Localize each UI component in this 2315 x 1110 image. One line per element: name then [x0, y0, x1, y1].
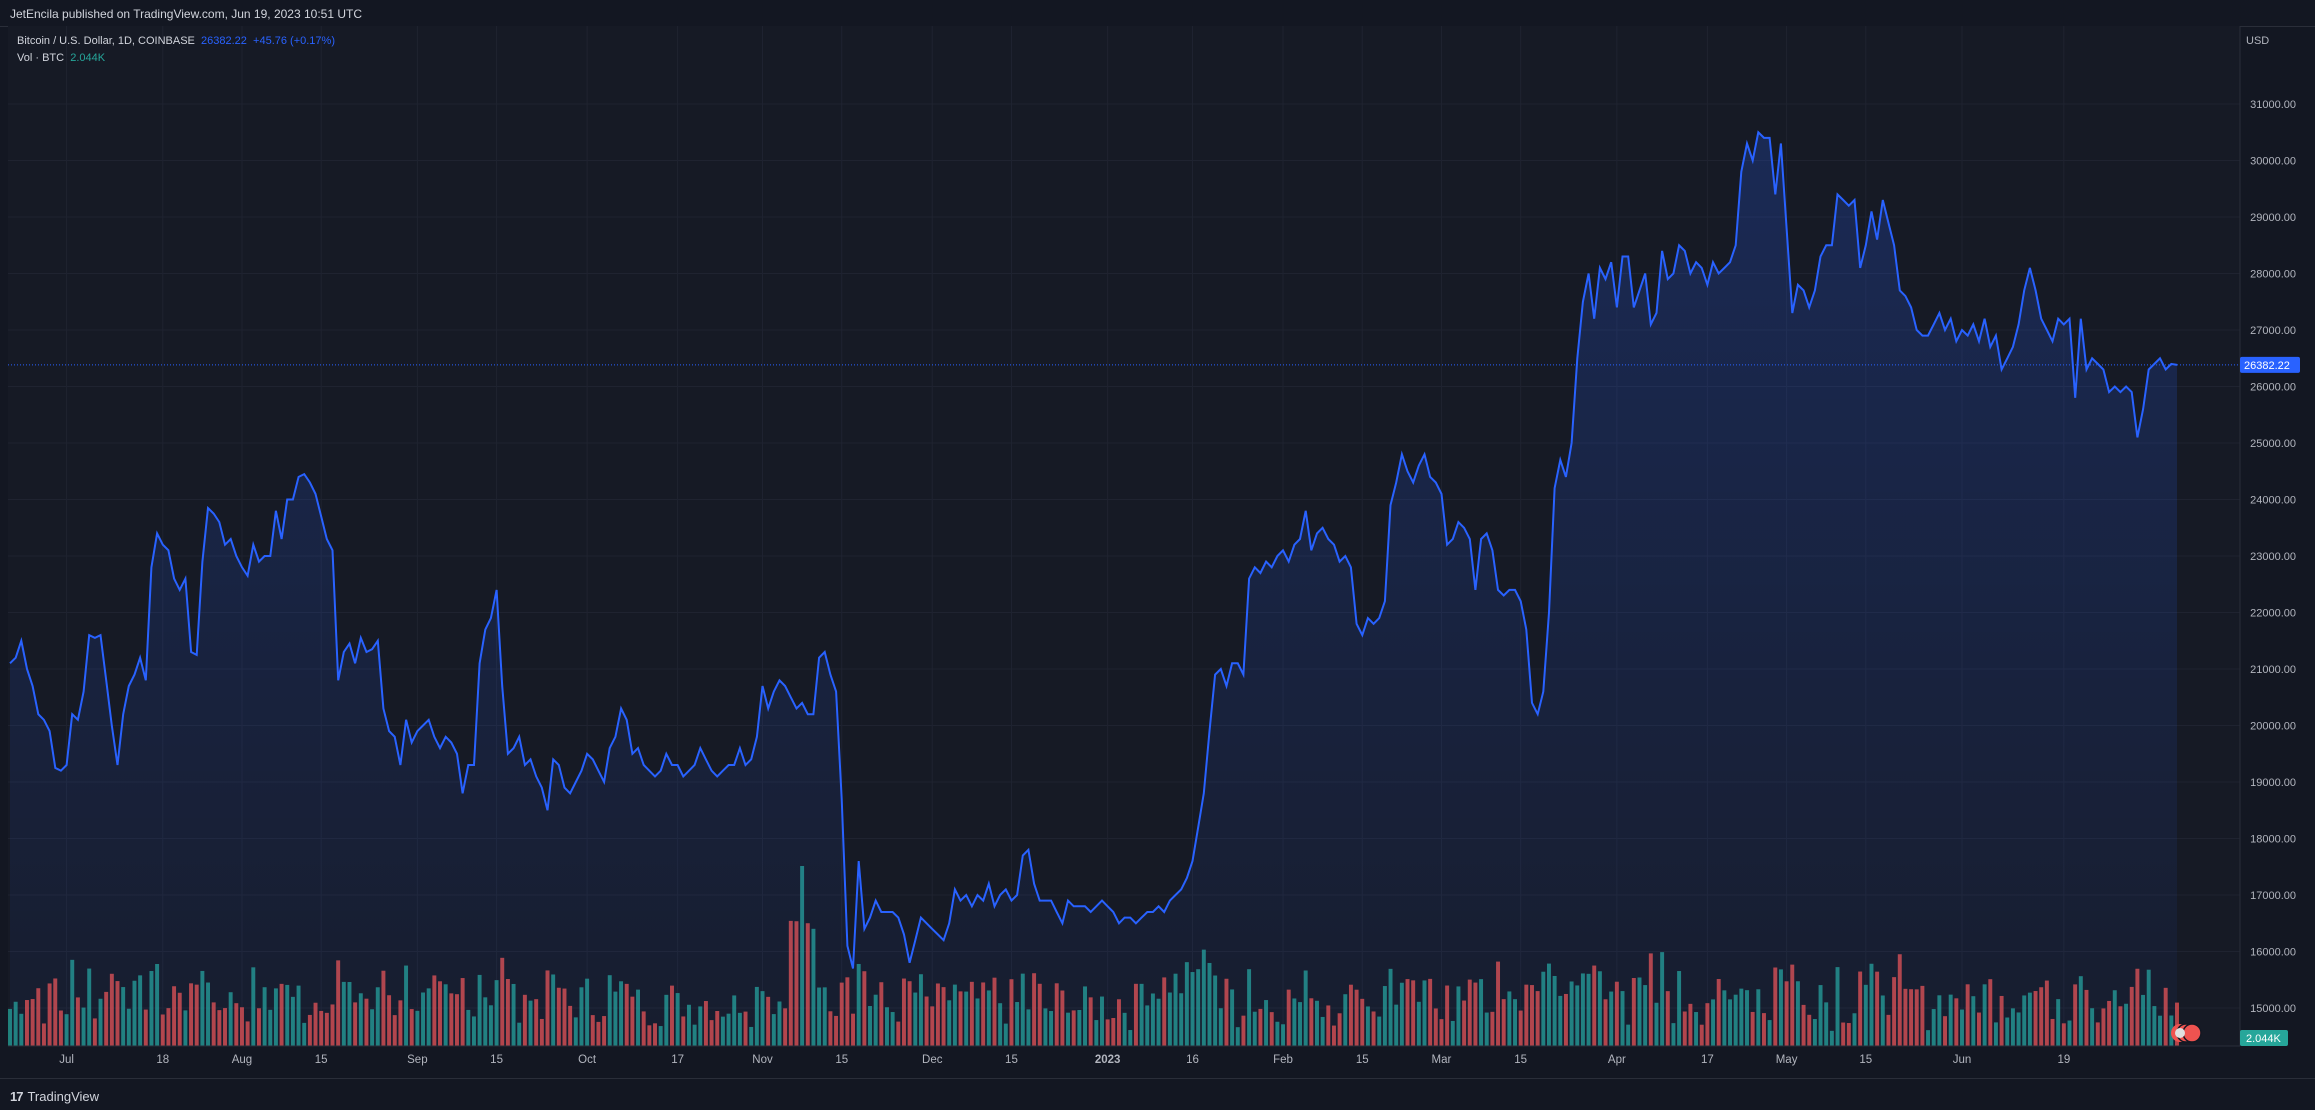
time-tick-label: 16	[1186, 1054, 1199, 1066]
time-tick-label: 15	[1514, 1054, 1527, 1066]
tradingview-logo[interactable]: 17 TradingView	[10, 1089, 99, 1104]
published-info: JetEncila published on TradingView.com, …	[10, 7, 362, 21]
brand-name: TradingView	[27, 1089, 100, 1104]
time-tick-label: 15	[1356, 1054, 1369, 1066]
price-tick-label: 31000.00	[2250, 99, 2296, 111]
symbol-legend[interactable]: Bitcoin / U.S. Dollar, 1D, COINBASE 2638…	[17, 35, 335, 47]
bottom-bar: 17 TradingView	[0, 1078, 2315, 1110]
last-price-badge: 26382.22	[2240, 356, 2300, 373]
time-tick-label: Dec	[922, 1054, 943, 1066]
time-tick-label: 15	[1859, 1054, 1872, 1066]
volume-badge: 2.044K	[2240, 1030, 2288, 1046]
time-tick-label: May	[1776, 1054, 1798, 1066]
svg-text:2.044K: 2.044K	[2246, 1033, 2282, 1045]
price-tick-label: 30000.00	[2250, 156, 2296, 168]
price-area-fill	[10, 132, 2177, 1047]
price-tick-label: 25000.00	[2250, 438, 2296, 450]
time-tick-label: Apr	[1608, 1054, 1626, 1066]
time-tick-label: 18	[156, 1054, 169, 1066]
svg-text:26382.22: 26382.22	[2244, 360, 2290, 372]
price-tick-label: 17000.00	[2250, 890, 2296, 902]
top-bar: JetEncila published on TradingView.com, …	[0, 0, 2315, 27]
time-tick-label: 15	[315, 1054, 328, 1066]
flag-icon[interactable]	[2171, 1023, 2202, 1043]
time-tick-label: Sep	[407, 1054, 427, 1066]
price-tick-label: 29000.00	[2250, 212, 2296, 224]
price-change: +45.76 (+0.17%)	[253, 35, 335, 47]
price-tick-label: 19000.00	[2250, 777, 2296, 789]
symbol-name: Bitcoin / U.S. Dollar, 1D, COINBASE	[17, 35, 195, 47]
time-tick-label: Jul	[59, 1054, 74, 1066]
price-tick-label: 24000.00	[2250, 495, 2296, 507]
price-tick-label: 16000.00	[2250, 947, 2296, 959]
time-tick-label: Aug	[232, 1054, 252, 1066]
volume-label: Vol · BTC	[17, 52, 65, 64]
price-tick-label: 22000.00	[2250, 608, 2296, 620]
time-tick-label: Mar	[1432, 1054, 1452, 1066]
time-tick-label: Oct	[578, 1054, 597, 1066]
tradingview-logo-icon: 17	[10, 1089, 24, 1104]
time-tick-label: 17	[671, 1054, 684, 1066]
price-tick-label: 21000.00	[2250, 664, 2296, 676]
price-tick-label: 20000.00	[2250, 721, 2296, 733]
price-tick-label: 28000.00	[2250, 269, 2296, 281]
volume-value: 2.044K	[70, 52, 106, 64]
time-tick-label: Feb	[1273, 1054, 1293, 1066]
time-axis[interactable]: Jul 18 Aug 15 Sep 15 Oct 17 Nov 15 Dec 15 2023 16 Feb 1…	[59, 1054, 2070, 1066]
price-tick-label: 26000.00	[2250, 382, 2296, 394]
time-tick-label: Nov	[752, 1054, 773, 1066]
time-tick-label: 17	[1701, 1054, 1714, 1066]
time-tick-label: Jun	[1953, 1054, 1972, 1066]
time-tick-label: 15	[835, 1054, 848, 1066]
price-tick-label: 18000.00	[2250, 834, 2296, 846]
volume-legend[interactable]: Vol · BTC 2.044K	[17, 52, 105, 64]
time-tick-label: 2023	[1095, 1054, 1121, 1066]
currency-label: USD	[2246, 35, 2269, 47]
price-tick-label: 27000.00	[2250, 325, 2296, 337]
price-axis[interactable]: 31000.00 30000.00 29000.00 28000.00 27000.00…	[2250, 99, 2296, 1015]
time-tick-label: 15	[1005, 1054, 1018, 1066]
time-tick-label: 19	[2057, 1054, 2070, 1066]
price-line	[9, 130, 2178, 969]
price-tick-label: 15000.00	[2250, 1003, 2296, 1015]
price-tick-label: 23000.00	[2250, 551, 2296, 563]
last-price: 26382.22	[201, 35, 247, 47]
time-tick-label: 15	[490, 1054, 503, 1066]
chart-area[interactable]: 31000.00 30000.00 29000.00 28000.00 27000.00…	[0, 26, 2315, 1078]
